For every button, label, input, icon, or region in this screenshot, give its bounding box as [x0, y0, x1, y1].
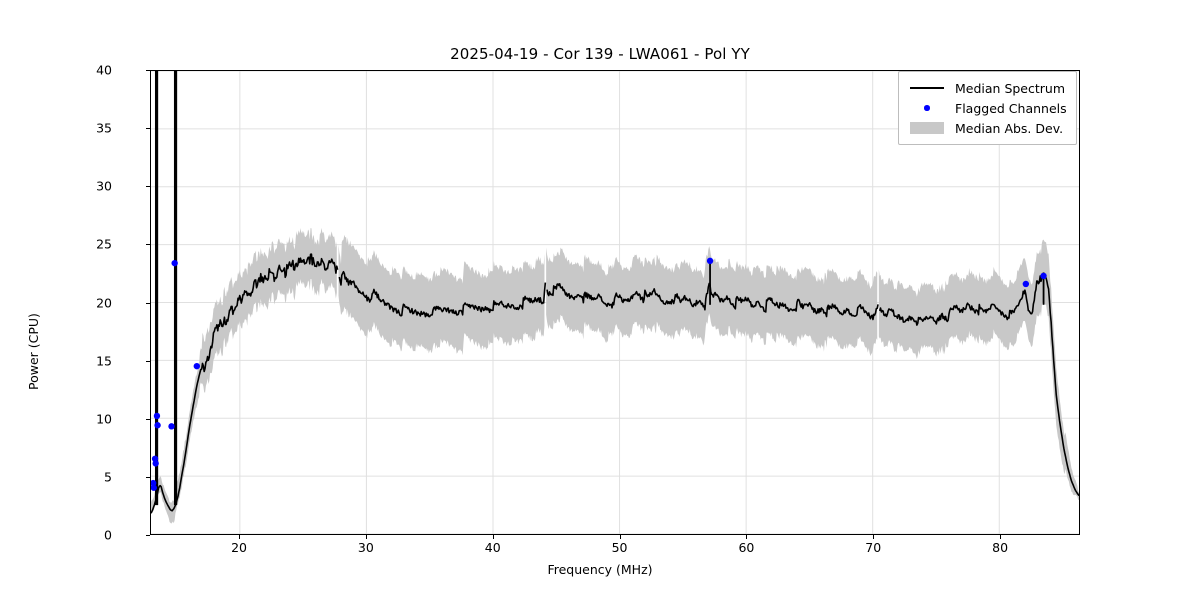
flagged-channel-point [154, 422, 161, 429]
flagged-channel-point [1022, 280, 1030, 288]
legend-label: Median Spectrum [955, 80, 1066, 96]
x-tick-mark [365, 535, 367, 539]
y-tick-mark [146, 302, 150, 304]
line-swatch-icon [907, 87, 947, 89]
y-tick-label: 10 [96, 411, 112, 427]
y-tick-label: 5 [104, 469, 112, 485]
y-tick-mark [146, 476, 150, 478]
y-tick-label: 30 [96, 178, 112, 194]
patch-swatch-icon [907, 122, 947, 134]
x-tick-mark [746, 535, 748, 539]
x-tick-mark [492, 535, 494, 539]
flagged-channel-point [151, 484, 157, 491]
flagged-channel-point [1040, 272, 1047, 280]
x-tick-label: 20 [231, 540, 247, 555]
page-title: 2025-04-19 - Cor 139 - LWA061 - Pol YY [450, 45, 750, 63]
x-tick-label: 70 [865, 540, 882, 555]
flagged-channel-point [151, 479, 157, 487]
x-tick-mark [619, 535, 621, 539]
legend-item-median-abs-dev: Median Abs. Dev. [907, 118, 1067, 138]
x-tick-label: 40 [484, 540, 501, 555]
flagged-channel-point [168, 423, 175, 430]
y-tick-label: 35 [96, 120, 112, 136]
y-tick-label: 40 [96, 62, 112, 78]
x-tick-label: 80 [992, 540, 1009, 555]
y-tick-label: 0 [104, 527, 112, 543]
y-tick-mark [146, 418, 150, 420]
legend-item-flagged-channels: Flagged Channels [907, 98, 1067, 118]
x-tick-mark [873, 535, 875, 539]
y-axis-title: Power (CPU) [26, 313, 41, 390]
y-tick-label: 25 [96, 236, 112, 252]
x-axis-title: Frequency (MHz) [547, 562, 653, 577]
legend-item-median-spectrum: Median Spectrum [907, 78, 1067, 98]
data-layer [151, 71, 1079, 524]
y-tick-mark [146, 360, 150, 362]
flagged-channel-point [193, 362, 201, 370]
x-tick-label: 60 [738, 540, 755, 555]
flagged-channel-point [153, 412, 161, 420]
y-tick-mark [146, 535, 150, 536]
x-tick-label: 50 [611, 540, 628, 555]
flagged-channel-point [706, 257, 714, 265]
x-tick-mark [239, 535, 241, 539]
legend: Median Spectrum Flagged Channels Median … [898, 71, 1077, 145]
y-tick-label: 20 [96, 295, 112, 310]
y-tick-label: 15 [96, 353, 112, 369]
y-tick-mark [146, 128, 150, 130]
y-tick-mark [146, 186, 150, 188]
legend-label: Median Abs. Dev. [955, 120, 1064, 136]
flagged-channel-point [171, 259, 178, 267]
x-tick-mark [1000, 535, 1002, 539]
flagged-channel-point [152, 460, 159, 467]
y-tick-mark [146, 70, 150, 71]
y-tick-mark [146, 244, 150, 246]
dot-swatch-icon [907, 105, 947, 111]
legend-label: Flagged Channels [955, 100, 1067, 116]
x-tick-label: 30 [357, 540, 374, 555]
plot-area [150, 70, 1080, 535]
